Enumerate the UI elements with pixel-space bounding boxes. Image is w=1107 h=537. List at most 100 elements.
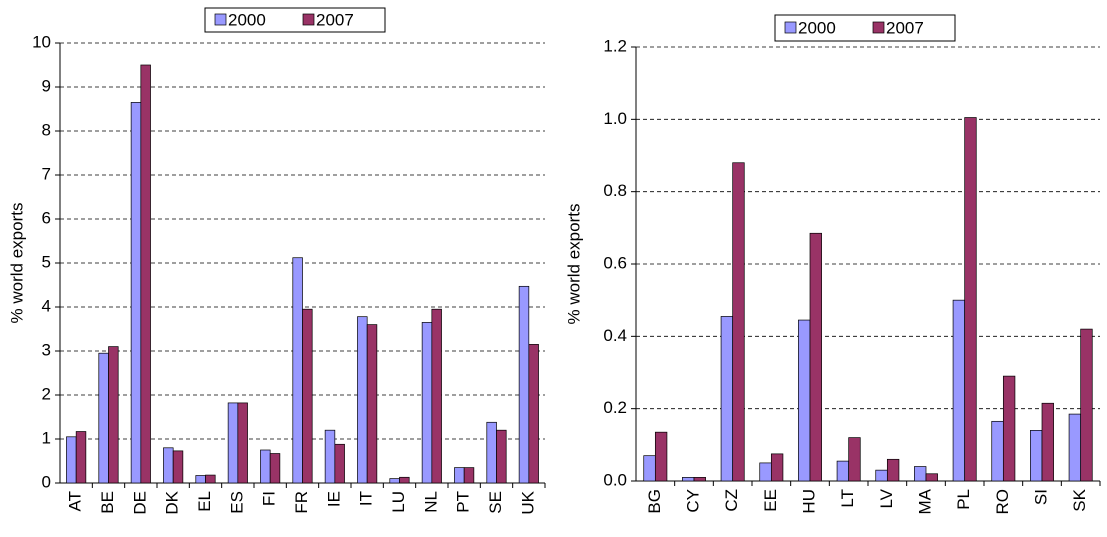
bar xyxy=(809,232,822,482)
x-tick-label: IT xyxy=(357,491,376,506)
y-axis-label: % world exports xyxy=(564,204,583,325)
bar xyxy=(454,467,465,484)
x-tick-label: ES xyxy=(227,491,246,514)
legend-label: 2000 xyxy=(798,18,836,37)
legend-label: 2007 xyxy=(316,10,354,29)
bar xyxy=(952,299,966,482)
x-tick-label: IE xyxy=(324,491,343,507)
y-axis-label: % world exports xyxy=(7,203,26,324)
x-tick-label: LU xyxy=(389,491,408,513)
bar xyxy=(1002,375,1016,482)
x-tick-label: FR xyxy=(292,491,311,514)
x-tick-label: CY xyxy=(683,489,702,513)
bar xyxy=(1068,413,1082,482)
bar xyxy=(848,437,861,482)
legend-swatch xyxy=(302,13,315,26)
bar xyxy=(421,322,433,484)
x-tick-label: MA xyxy=(915,488,934,514)
bar xyxy=(964,117,977,482)
bar xyxy=(302,308,313,484)
y-tick-label: 2 xyxy=(42,384,51,403)
bar xyxy=(163,447,174,484)
x-tick-label: SI xyxy=(1031,489,1050,505)
y-tick-label: 1.0 xyxy=(603,109,627,128)
x-tick-label: AT xyxy=(66,491,85,511)
bar xyxy=(399,476,410,484)
x-tick-label: SE xyxy=(486,491,505,514)
y-tick-label: 1.2 xyxy=(603,36,627,55)
y-tick-label: 0.2 xyxy=(603,398,627,417)
x-tick-label: DE xyxy=(130,491,149,515)
y-tick-label: 0.8 xyxy=(603,181,627,200)
legend-swatch xyxy=(214,13,227,26)
y-tick-label: 1 xyxy=(42,428,51,447)
legend-box xyxy=(774,14,956,42)
bar xyxy=(496,429,507,484)
bar xyxy=(98,352,109,484)
bar xyxy=(914,466,927,482)
bar xyxy=(195,475,206,484)
x-tick-label: BG xyxy=(645,489,664,514)
bar xyxy=(357,316,368,484)
bar xyxy=(1041,402,1054,482)
bar xyxy=(798,319,811,482)
bar xyxy=(759,462,772,482)
bar xyxy=(324,429,336,484)
bar xyxy=(75,431,87,484)
bar xyxy=(172,450,184,484)
bar xyxy=(693,477,706,482)
y-tick-label: 0.0 xyxy=(603,470,627,489)
y-tick-label: 0 xyxy=(42,472,51,491)
legend-swatch xyxy=(784,21,797,34)
x-tick-label: BE xyxy=(98,491,117,514)
bar xyxy=(108,346,119,484)
bar xyxy=(334,443,345,484)
y-tick-label: 9 xyxy=(42,76,51,95)
bar xyxy=(991,420,1004,482)
bar xyxy=(431,308,442,484)
bar xyxy=(227,402,239,484)
bar xyxy=(643,455,656,482)
bar xyxy=(518,285,530,484)
x-tick-label: UK xyxy=(518,490,537,514)
bar xyxy=(140,64,151,484)
bar xyxy=(463,467,475,484)
bar xyxy=(205,474,216,484)
x-tick-label: PT xyxy=(454,491,473,513)
x-tick-label: LT xyxy=(838,489,857,508)
bar xyxy=(237,402,248,484)
bar xyxy=(1030,430,1043,482)
bar xyxy=(292,257,303,484)
legend-swatch xyxy=(872,21,885,34)
bar xyxy=(720,316,734,482)
y-tick-label: 4 xyxy=(42,296,51,315)
bar xyxy=(654,431,668,482)
x-tick-label: PL xyxy=(954,489,973,510)
y-tick-label: 0.6 xyxy=(603,253,627,272)
bar xyxy=(389,478,400,484)
x-tick-label: EL xyxy=(195,491,214,512)
x-tick-label: SK xyxy=(1070,488,1089,511)
legend-label: 2007 xyxy=(886,18,924,37)
y-tick-label: 6 xyxy=(42,208,51,227)
bar xyxy=(366,324,378,484)
x-tick-label: LV xyxy=(877,488,896,508)
x-tick-label: HU xyxy=(799,489,818,514)
bar xyxy=(130,102,142,484)
bar xyxy=(486,421,497,484)
y-tick-label: 5 xyxy=(42,252,51,271)
x-tick-label: DK xyxy=(163,490,182,514)
bar xyxy=(260,449,271,484)
y-tick-label: 10 xyxy=(32,32,51,51)
x-tick-label: CZ xyxy=(722,489,741,512)
y-tick-label: 3 xyxy=(42,340,51,359)
legend-label: 2000 xyxy=(228,10,266,29)
bar xyxy=(682,477,695,482)
bar xyxy=(66,436,77,484)
bar xyxy=(875,469,888,482)
y-tick-label: 0.4 xyxy=(603,326,627,345)
bar xyxy=(836,460,850,482)
y-tick-label: 7 xyxy=(42,164,51,183)
y-tick-label: 8 xyxy=(42,120,51,139)
